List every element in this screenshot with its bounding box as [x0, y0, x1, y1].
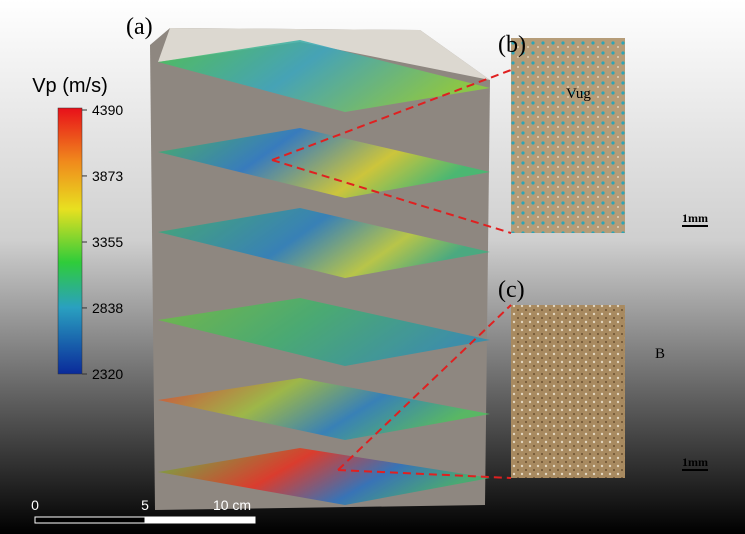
- scale-segment: [145, 517, 255, 523]
- colorbar-tick-label: 2838: [92, 300, 123, 316]
- scale-label: 0: [31, 497, 39, 513]
- scale-label: 5: [141, 497, 149, 513]
- colorbar-tick-label: 3873: [92, 168, 123, 184]
- scale-label: 10 cm: [213, 497, 251, 513]
- colorbar-tick-label: 4390: [92, 102, 123, 118]
- scale-label: 1mm: [682, 455, 708, 469]
- panel-label: (b): [498, 32, 526, 58]
- figure: (a) (b) (c) Vug 1mm B 1mm Vp (m/s) 2320 2…: [0, 0, 745, 534]
- scale-bar: [35, 517, 255, 523]
- panel-label: (c): [498, 277, 525, 303]
- colorbar-title: Vp (m/s): [32, 75, 108, 97]
- annotation: Vug: [566, 86, 591, 102]
- panel-label: (a): [126, 14, 153, 40]
- micrograph-c: [511, 305, 625, 478]
- scale-segment: [35, 517, 145, 523]
- colorbar: [58, 108, 82, 374]
- micrograph-b: [511, 38, 625, 233]
- scale-label: 1mm: [682, 211, 708, 225]
- colorbar-tick-label: 3355: [92, 234, 123, 250]
- colorbar-tick-label: 2320: [92, 366, 123, 382]
- annotation: B: [655, 346, 665, 362]
